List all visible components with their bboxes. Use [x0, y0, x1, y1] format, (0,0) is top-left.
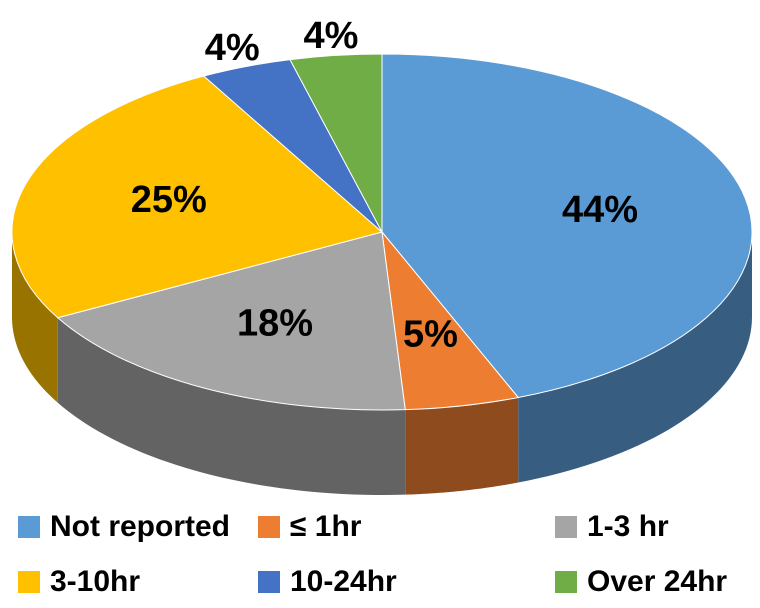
legend-label: 3-10hr: [50, 565, 140, 598]
legend-swatch: [18, 516, 40, 538]
legend-label: Not reported: [50, 510, 230, 543]
data-label: 18%: [237, 303, 313, 345]
data-label: 25%: [131, 179, 207, 221]
data-label: 5%: [403, 313, 458, 355]
legend-label: 1-3 hr: [587, 510, 669, 543]
legend-swatch: [18, 571, 40, 593]
legend-label: 10-24hr: [290, 565, 397, 598]
legend-swatch: [555, 571, 577, 593]
legend-label: ≤ 1hr: [290, 510, 362, 543]
pie-side: [57, 317, 406, 495]
data-label: 44%: [562, 189, 638, 231]
pie-side: [12, 232, 58, 403]
data-label: 4%: [205, 27, 260, 69]
legend-swatch: [258, 516, 280, 538]
pie-slice: [56, 231, 406, 411]
data-label: 4%: [304, 15, 359, 57]
pie-side: [405, 397, 519, 495]
pie-slice: [289, 53, 383, 233]
legend-label: Over 24hr: [587, 565, 727, 598]
legend-swatch: [258, 571, 280, 593]
pie-side: [518, 232, 752, 483]
pie-slice: [11, 75, 384, 319]
legend-swatch: [555, 516, 577, 538]
pie-slice: [381, 53, 753, 399]
